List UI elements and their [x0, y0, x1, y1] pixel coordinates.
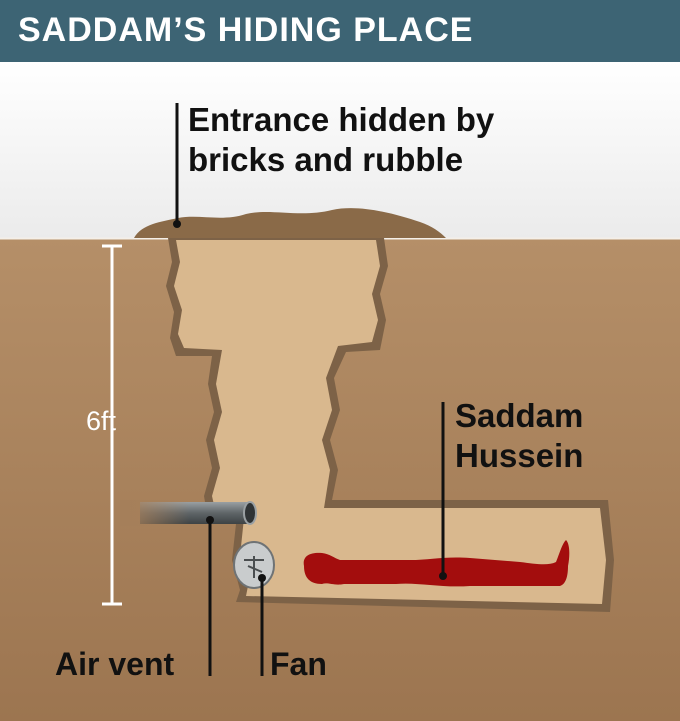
person-label: Saddam Hussein — [455, 396, 583, 476]
depth-label: 6ft — [86, 406, 117, 436]
header-bar: SADDAM’S HIDING PLACE — [0, 0, 680, 62]
entrance-callout-dot — [173, 220, 181, 228]
rubble-mound — [134, 208, 446, 238]
fan-icon — [233, 541, 275, 589]
person-figure-icon — [303, 540, 570, 587]
person-callout-dot — [439, 572, 447, 580]
depth-measure — [102, 244, 122, 606]
person-label-line1: Saddam — [455, 397, 584, 434]
hiding-hole — [174, 240, 606, 604]
entrance-label: Entrance hidden by bricks and rubble — [188, 100, 494, 180]
person-label-line2: Hussein — [455, 437, 584, 474]
ground-surface-area — [0, 62, 680, 238]
entrance-label-line2: bricks and rubble — [188, 141, 464, 178]
fan-label: Fan — [270, 646, 327, 682]
air-vent-callout-dot — [206, 516, 214, 524]
air-vent-label: Air vent — [55, 646, 175, 682]
air-vent-pipe-icon — [120, 500, 257, 526]
diagram-title: SADDAM’S HIDING PLACE — [18, 11, 474, 49]
fan-callout-dot — [258, 574, 266, 582]
entrance-label-line1: Entrance hidden by — [188, 101, 495, 138]
